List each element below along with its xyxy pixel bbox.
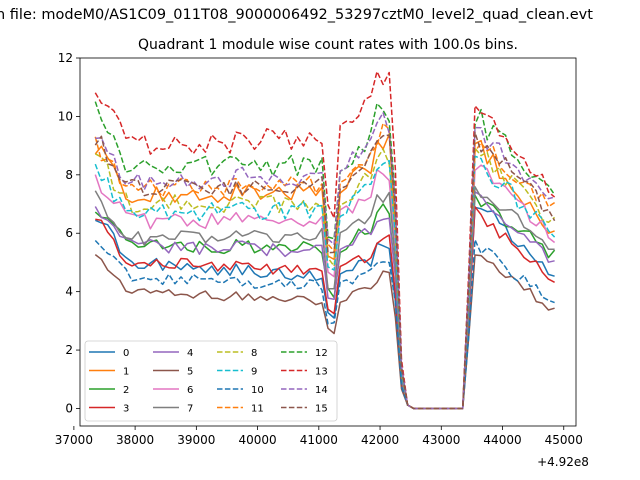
axes-frame bbox=[79, 57, 577, 427]
y-tick-label: 4 bbox=[65, 285, 73, 299]
y-tick-label: 12 bbox=[58, 51, 73, 65]
legend-label-5: 5 bbox=[187, 367, 193, 378]
series-line-7 bbox=[94, 186, 555, 410]
axis-ticks: 37000 38000 39000 40000 41000 42000 43000 44000… bbox=[55, 51, 583, 447]
y-tick-label: 2 bbox=[65, 343, 73, 357]
y-tick-label: 10 bbox=[58, 109, 73, 123]
series-line-15 bbox=[94, 131, 556, 410]
legend-label-2: 2 bbox=[123, 385, 129, 396]
series-line-13 bbox=[94, 70, 556, 410]
series-line-0 bbox=[95, 206, 555, 410]
series-line-9 bbox=[94, 155, 556, 410]
x-offset-label: +4.92e8 bbox=[537, 455, 589, 469]
chart-title: Quadrant 1 module wise count rates with … bbox=[138, 37, 518, 53]
x-tick-label: 39000 bbox=[177, 433, 215, 447]
x-tick-label: 38000 bbox=[116, 433, 154, 447]
series-line-10 bbox=[94, 239, 555, 410]
legend-label-3: 3 bbox=[123, 404, 129, 415]
legend-label-10: 10 bbox=[251, 385, 264, 396]
legend-label-15: 15 bbox=[315, 404, 328, 415]
x-tick-label: 40000 bbox=[238, 433, 276, 447]
legend-label-7: 7 bbox=[187, 404, 193, 415]
x-tick-label: 44000 bbox=[483, 433, 521, 447]
legend-label-1: 1 bbox=[123, 367, 129, 378]
series-line-4 bbox=[94, 191, 555, 410]
x-tick-label: 45000 bbox=[545, 433, 583, 447]
plot-area: 37000 38000 39000 40000 41000 42000 43000 44000… bbox=[55, 51, 583, 447]
x-tick-label: 42000 bbox=[361, 433, 399, 447]
legend-label-14: 14 bbox=[315, 385, 328, 396]
x-tick-label: 37000 bbox=[55, 433, 93, 447]
legend-label-9: 9 bbox=[251, 367, 257, 378]
legend-label-0: 0 bbox=[123, 348, 129, 359]
series-layer bbox=[94, 70, 556, 410]
legend-label-11: 11 bbox=[251, 404, 264, 415]
series-line-6 bbox=[94, 164, 556, 410]
legend-label-6: 6 bbox=[187, 385, 193, 396]
series-line-14 bbox=[95, 112, 555, 410]
series-line-12 bbox=[94, 101, 556, 410]
series-line-5 bbox=[94, 254, 555, 410]
y-tick-label: 0 bbox=[65, 401, 73, 415]
figure-suptitle: n file: modeM0/AS1C09_011T08_9000006492_… bbox=[0, 7, 593, 23]
x-tick-label: 41000 bbox=[300, 433, 338, 447]
legend-label-8: 8 bbox=[251, 348, 257, 359]
series-line-1 bbox=[94, 133, 555, 410]
x-tick-label: 43000 bbox=[422, 433, 460, 447]
legend-label-4: 4 bbox=[187, 348, 193, 359]
y-tick-label: 8 bbox=[65, 168, 73, 182]
legend-box bbox=[84, 340, 338, 422]
legend-label-12: 12 bbox=[315, 348, 328, 359]
legend-label-13: 13 bbox=[315, 367, 328, 378]
y-tick-label: 6 bbox=[65, 226, 73, 240]
series-line-3 bbox=[95, 206, 555, 410]
